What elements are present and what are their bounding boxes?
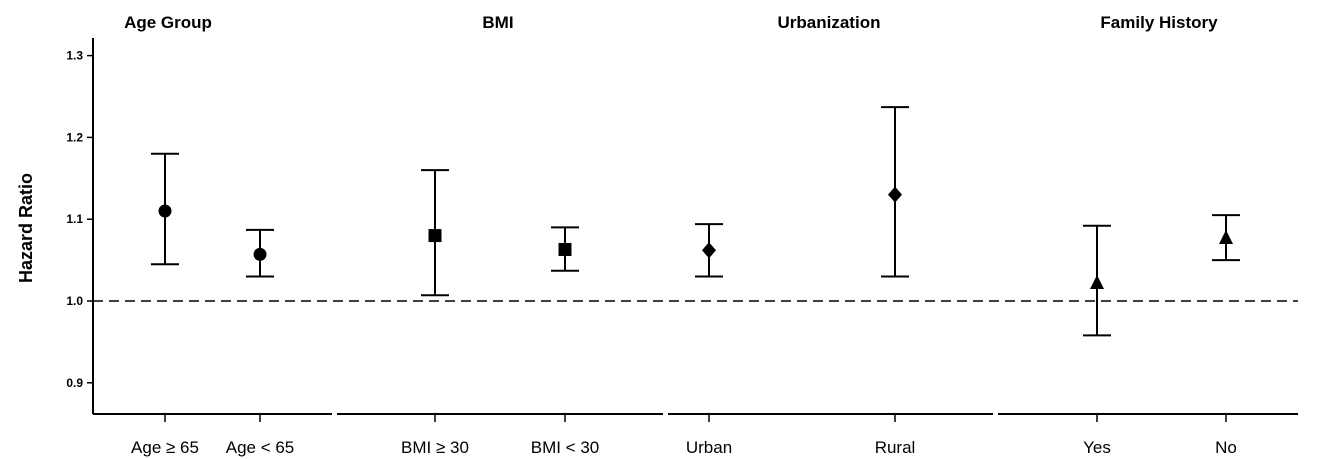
- diamond-marker: [888, 186, 902, 203]
- y-tick-label: 1.0: [66, 294, 83, 308]
- group-title: Family History: [1100, 13, 1218, 32]
- category-label: BMI < 30: [531, 438, 600, 457]
- group-titles: Age Group BMI Urbanization Family History: [124, 13, 1218, 32]
- category-label: Rural: [875, 438, 916, 457]
- group-title: BMI: [482, 13, 513, 32]
- y-tick-label: 1.3: [66, 49, 83, 63]
- square-marker: [558, 242, 572, 256]
- y-tick-label: 1.2: [66, 130, 83, 144]
- square-marker: [428, 229, 442, 243]
- circle-marker: [158, 204, 172, 218]
- y-axis-label: Hazard Ratio: [16, 173, 36, 283]
- y-axis: 0.9 1.0 1.1 1.2 1.3: [66, 38, 94, 414]
- triangle-marker: [1090, 275, 1104, 290]
- x-axis-baselines: [93, 413, 1298, 422]
- triangle-marker: [1219, 230, 1233, 245]
- plot-marks: [151, 106, 1240, 337]
- group-title: Urbanization: [778, 13, 881, 32]
- circle-marker: [253, 247, 267, 261]
- y-tick-label: 0.9: [66, 376, 83, 390]
- y-tick-label: 1.1: [66, 212, 83, 226]
- category-label: Age < 65: [226, 438, 295, 457]
- diamond-marker: [702, 242, 716, 259]
- category-label: Urban: [686, 438, 732, 457]
- category-label: Age ≥ 65: [131, 438, 199, 457]
- category-label: Yes: [1083, 438, 1111, 457]
- category-label: BMI ≥ 30: [401, 438, 469, 457]
- category-label: No: [1215, 438, 1237, 457]
- group-title: Age Group: [124, 13, 212, 32]
- category-labels: Age ≥ 65 Age < 65 BMI ≥ 30 BMI < 30 Urban Rur…: [131, 438, 1237, 457]
